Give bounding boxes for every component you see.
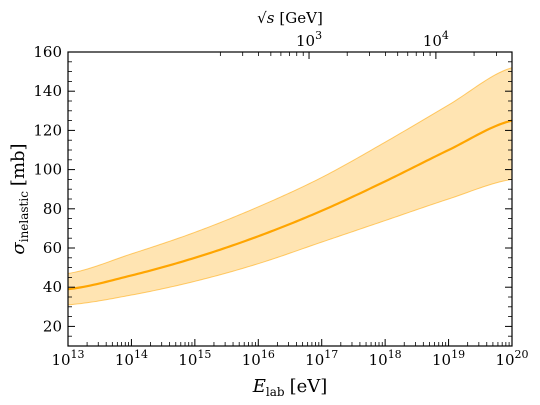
x-axis-title: Elab [eV] [252, 376, 328, 399]
top-axis-title-root: √ [257, 9, 267, 27]
x-tick-label: 1019 [432, 348, 465, 369]
plot-frame [67, 51, 513, 347]
x-axis-title-sub: lab [266, 385, 285, 399]
top-axis-title: √s [GeV] [257, 9, 323, 27]
y-axis-title-var: σ [8, 242, 29, 255]
y-tick-label: 20 [43, 317, 62, 335]
y-axis-title-sub: inelastic [17, 191, 31, 242]
x-tick-label: 1014 [115, 348, 148, 369]
y-tick-label: 80 [43, 200, 62, 218]
y-tick-label: 60 [43, 239, 62, 257]
y-tick-label: 160 [33, 43, 62, 61]
plot-content [67, 67, 513, 306]
y-tick-label: 120 [33, 121, 62, 139]
band-lower-edge [67, 178, 513, 306]
y-tick-label: 140 [33, 82, 62, 100]
x-axis-title-var: E [252, 376, 266, 397]
x-tick-label: 1018 [369, 348, 402, 369]
x-tick-label: 1013 [51, 348, 84, 369]
band-upper-edge [67, 67, 513, 274]
x-tick-label: 1015 [178, 348, 211, 369]
x-axis-title-unit: [eV] [290, 376, 328, 397]
x-tick-label: 1016 [242, 348, 275, 369]
top-axis-title-var: s [267, 9, 275, 27]
x-tick-label: 1017 [305, 348, 338, 369]
y-axis-title: σinelastic [mb] [8, 143, 31, 254]
y-tick-label: 100 [33, 161, 62, 179]
y-tick-label: 40 [43, 278, 62, 296]
series-line [67, 119, 513, 291]
top-tick-label: 103 [296, 29, 322, 50]
y-axis-title-unit: [mb] [8, 143, 29, 186]
x-tick-label: 1020 [495, 348, 528, 369]
top-tick-label: 104 [423, 29, 449, 50]
ticks: 20 40 60 80 100 120 140 160 1013 1014 1015 1016 1017… [33, 29, 528, 369]
top-axis-title-unit: [GeV] [279, 9, 322, 27]
uncertainty-band [68, 67, 512, 305]
